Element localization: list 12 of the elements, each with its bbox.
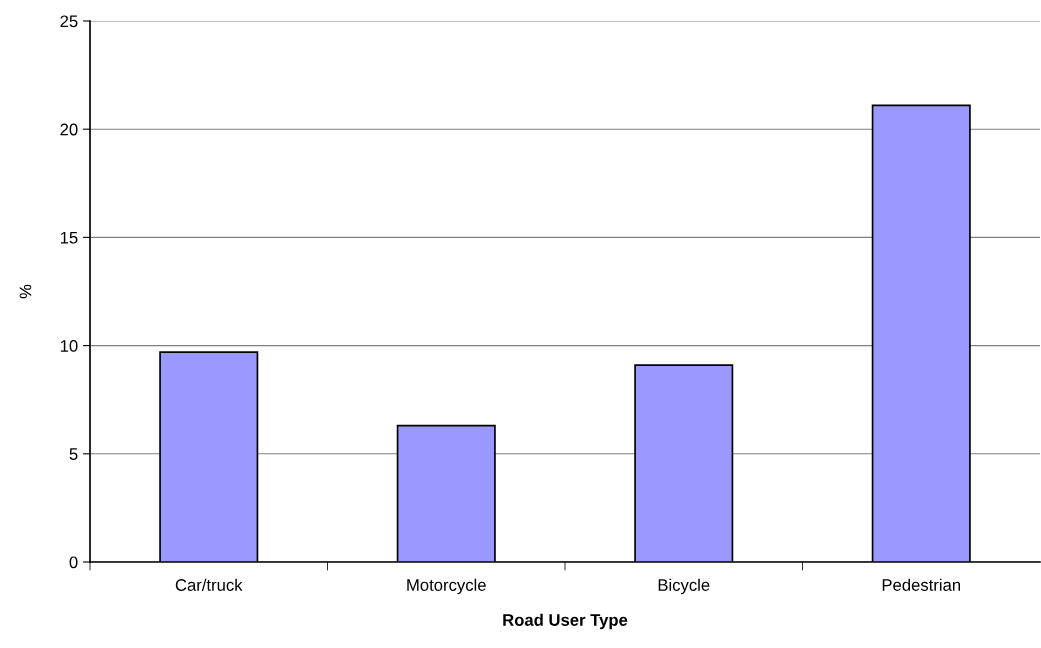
x-axis-title: Road User Type	[503, 613, 628, 630]
x-tick-label: Pedestrian	[882, 578, 961, 591]
x-tick-label: Bicycle	[658, 578, 710, 595]
y-axis-title: %	[19, 284, 32, 299]
y-tick-label: 5	[69, 448, 78, 460]
y-tick-label: 20	[60, 123, 78, 136]
x-tick-label: Car/truck	[175, 578, 243, 591]
y-tick-label: 25	[60, 15, 78, 28]
y-tick-label: 10	[60, 340, 78, 352]
y-tick-label: 15	[60, 231, 78, 244]
y-tick-label: 0	[69, 556, 78, 569]
x-tick-label: Motorcycle	[407, 578, 486, 595]
